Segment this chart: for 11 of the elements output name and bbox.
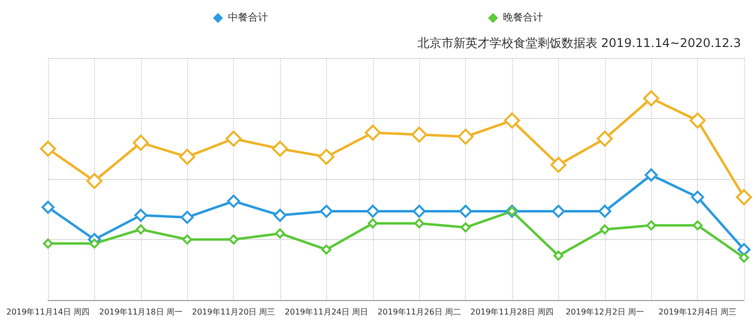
x-tick-label: 2019年11月18日 周一 [99,308,182,316]
x-tick-label: 2019年11月14日 周四 [6,308,90,316]
x-tick-label: 2019年11月26日 周二 [378,308,461,316]
legend-label: 中餐合计 [228,12,268,24]
x-tick-label: 2019年11月20日 周三 [192,308,276,316]
legend-label: 晚餐合计 [503,12,543,24]
chart-title: 北京市新英才学校食堂剩饭数据表 2019.11.14~2020.12.3 [417,36,742,50]
x-tick-label: 2019年12月2日 周一 [566,308,644,316]
x-tick-label: 2019年11月28日 周四 [470,308,554,316]
x-tick-label: 2019年11月24日 周日 [284,308,368,316]
x-tick-label: 2019年12月4日 周三 [658,308,737,316]
